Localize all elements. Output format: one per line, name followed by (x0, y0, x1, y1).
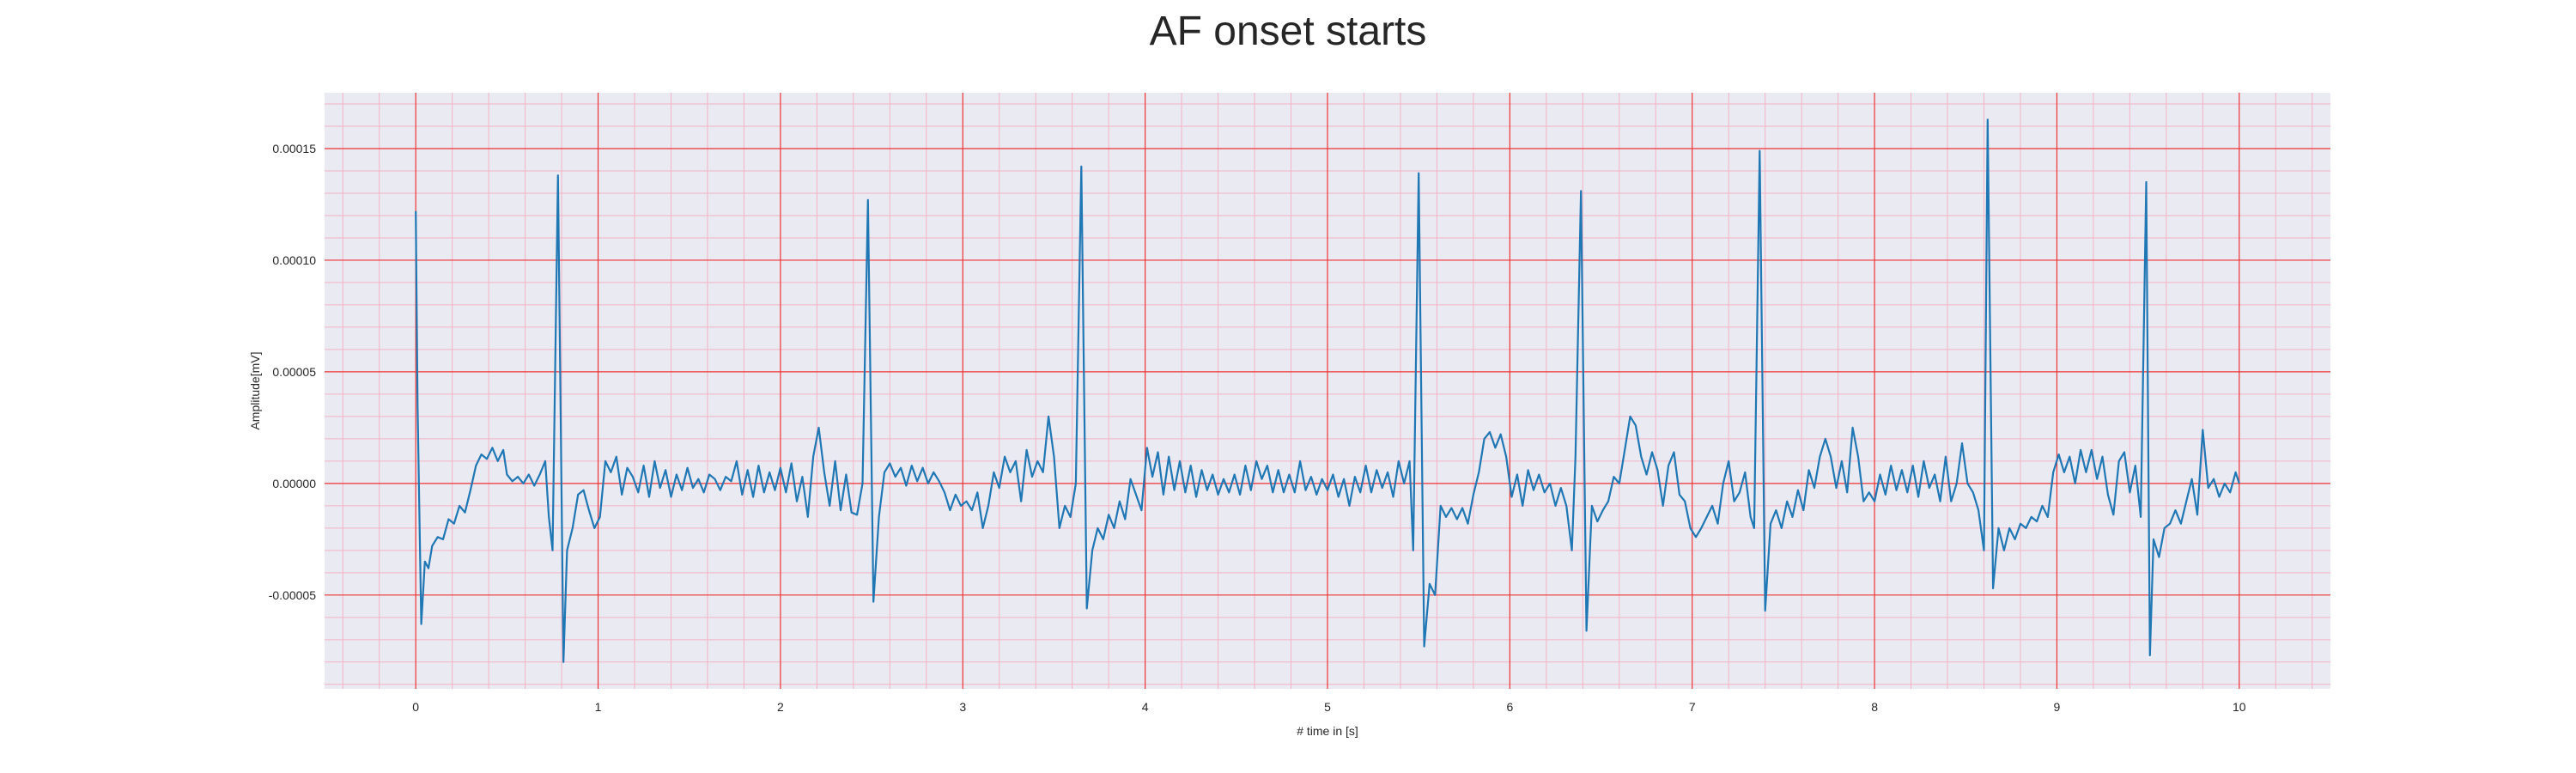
x-tick-label: 6 (1506, 700, 1513, 714)
x-tick-label: 3 (959, 700, 966, 714)
chart-title: AF onset starts (1150, 9, 1427, 54)
x-tick-label: 4 (1142, 700, 1149, 714)
plot-area (325, 93, 2330, 689)
x-tick-label: 5 (1324, 700, 1331, 714)
y-tick-label: 0.00010 (272, 253, 316, 267)
x-tick-label: 2 (777, 700, 784, 714)
series-line (415, 119, 2240, 663)
major-grid (325, 93, 2330, 689)
y-tick-label: 0.00005 (272, 365, 316, 379)
x-tick-label: 7 (1689, 700, 1696, 714)
y-tick-label: 0.00000 (272, 477, 316, 490)
x-axis-label: # time in [s] (1297, 724, 1358, 738)
y-tick-label: -0.00005 (269, 588, 316, 602)
x-tick-label: 0 (412, 700, 419, 714)
y-tick-label: 0.00015 (272, 142, 316, 155)
x-tick-label: 8 (1871, 700, 1878, 714)
x-tick-label: 1 (595, 700, 602, 714)
y-axis-ticks: -0.00005 0.00000 0.00005 0.00010 0.00015 (269, 142, 316, 602)
x-tick-label: 10 (2233, 700, 2246, 714)
x-axis-ticks: 0 1 2 3 4 5 6 7 8 9 10 (412, 700, 2246, 714)
y-axis-label: Amplitude[mV] (248, 351, 262, 429)
x-tick-label: 9 (2054, 700, 2061, 714)
